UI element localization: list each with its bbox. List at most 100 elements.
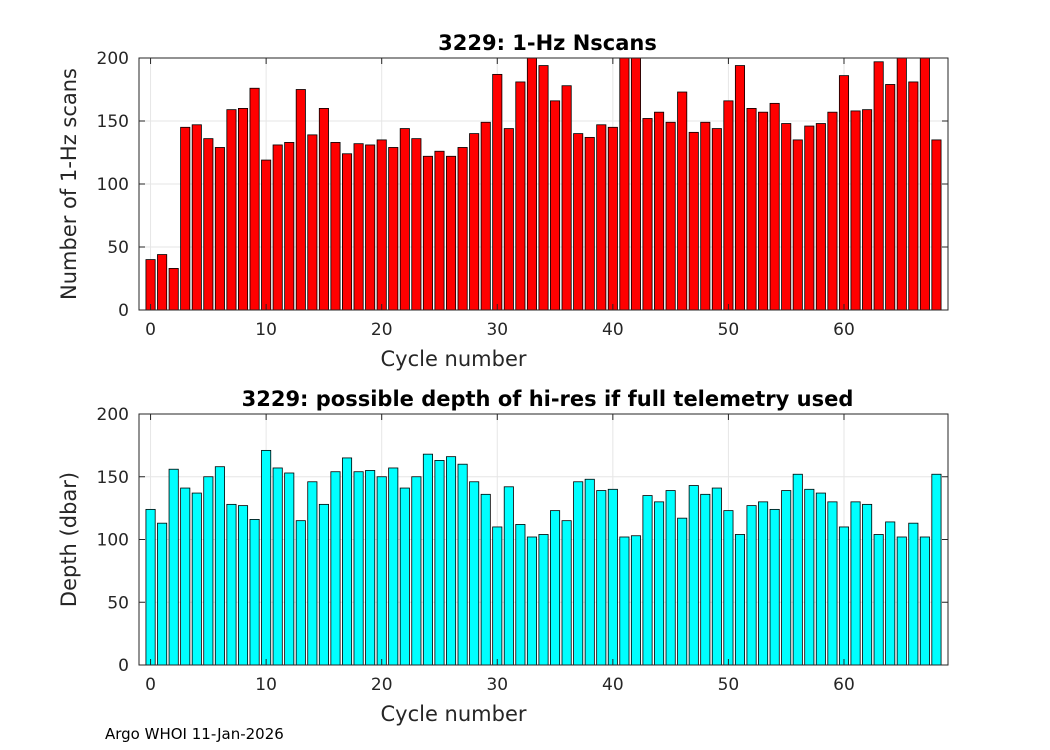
bar — [272, 144, 283, 311]
bar — [249, 519, 260, 666]
bar — [503, 486, 514, 666]
bar — [411, 476, 422, 666]
bar — [792, 139, 803, 311]
bar — [654, 501, 665, 666]
bar — [746, 505, 757, 666]
x-tick-label: 10 — [255, 320, 277, 340]
bar — [503, 128, 514, 311]
bar — [399, 487, 410, 666]
bar — [376, 139, 387, 311]
bar — [284, 472, 295, 666]
bar — [388, 467, 399, 666]
y-axis-label: Depth (dbar) — [57, 472, 81, 607]
bar — [931, 473, 942, 666]
bar — [654, 111, 665, 311]
bar — [688, 131, 699, 311]
bar — [873, 534, 884, 666]
bar — [295, 89, 306, 311]
bar — [480, 121, 491, 311]
chart-title: 3229: 1-Hz Nscans — [438, 31, 657, 55]
bar — [815, 123, 826, 311]
bar — [168, 468, 179, 666]
bar — [758, 111, 769, 311]
bar — [723, 100, 734, 311]
bar — [434, 460, 445, 666]
x-tick-label: 40 — [602, 675, 624, 695]
bar — [318, 503, 329, 666]
bar — [515, 81, 526, 311]
bar — [607, 126, 618, 311]
bar — [272, 467, 283, 666]
bar — [700, 121, 711, 311]
y-axis-label: Number of 1-Hz scans — [57, 68, 81, 300]
bar — [873, 61, 884, 311]
bar — [804, 488, 815, 666]
bar — [330, 471, 341, 666]
bar — [561, 85, 572, 311]
bar — [550, 100, 561, 311]
y-tick-label: 150 — [97, 468, 129, 488]
bar — [769, 508, 780, 666]
bar — [526, 57, 537, 311]
bar — [838, 75, 850, 311]
chart-2: 0 10 20 30 40 50 60 0 50 100 150 200 3229: possible … — [57, 387, 949, 726]
footer-credit: Argo WHOI 11-Jan-2026 — [105, 725, 284, 743]
bar — [422, 155, 433, 311]
bar — [630, 57, 641, 311]
bar — [157, 254, 168, 311]
bar — [677, 91, 688, 311]
bar — [237, 108, 249, 311]
bar — [353, 143, 364, 311]
bar — [642, 118, 653, 311]
bar — [642, 495, 653, 666]
bar — [896, 536, 907, 666]
bar — [318, 108, 329, 311]
x-tick-label: 60 — [833, 320, 855, 340]
bar — [376, 476, 387, 666]
y-tick-label: 50 — [107, 593, 129, 613]
bar — [781, 123, 792, 311]
bar — [226, 109, 237, 311]
y-tick-label: 0 — [118, 301, 129, 321]
bar — [700, 493, 711, 666]
bar — [862, 109, 873, 311]
bar — [226, 503, 237, 666]
bar — [919, 536, 930, 666]
y-tick-label: 100 — [97, 531, 129, 551]
bar — [850, 501, 861, 666]
bar — [330, 142, 341, 311]
bar — [342, 153, 353, 311]
bar — [261, 159, 272, 311]
x-tick-label: 20 — [371, 320, 393, 340]
bar — [145, 508, 156, 666]
bar — [758, 501, 769, 666]
x-tick-label: 30 — [486, 675, 508, 695]
bar — [838, 526, 850, 666]
bar — [157, 522, 168, 666]
bar — [480, 493, 491, 666]
bar — [295, 520, 306, 666]
chart-1: 0 10 20 30 40 50 60 0 50 100 150 200 3229: 1-Hz Nsca… — [57, 31, 949, 371]
y-tick-label: 200 — [97, 405, 129, 425]
bar — [885, 521, 896, 666]
bar — [862, 503, 873, 666]
bar — [237, 505, 249, 666]
bar — [214, 147, 225, 311]
bar — [261, 449, 272, 666]
bar — [711, 128, 722, 311]
bar — [827, 501, 838, 666]
bar — [526, 536, 537, 666]
y-tick-label: 50 — [107, 238, 129, 258]
bar — [249, 87, 260, 311]
bar — [584, 478, 595, 666]
bar — [191, 492, 202, 666]
bar — [607, 488, 618, 666]
x-tick-label: 20 — [371, 675, 393, 695]
x-tick-label: 0 — [145, 675, 156, 695]
bar — [573, 133, 584, 311]
bar — [885, 84, 896, 311]
bar — [492, 73, 503, 311]
x-axis-label: Cycle number — [380, 347, 526, 371]
bar — [203, 476, 214, 666]
bar — [781, 490, 792, 666]
